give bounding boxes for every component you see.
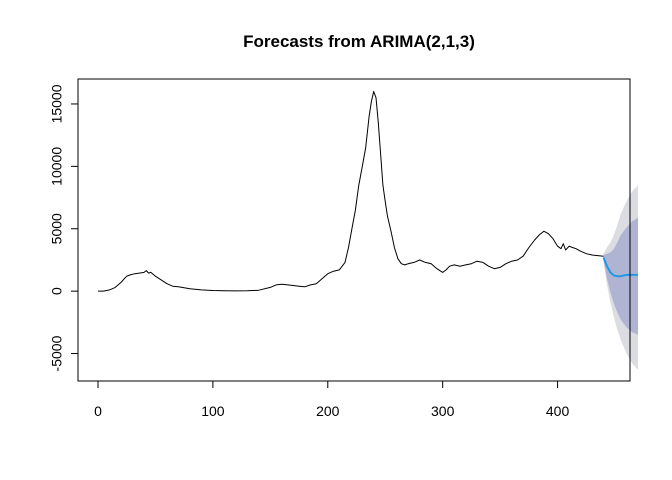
- x-tick-label: 100: [201, 403, 225, 419]
- observed-series-line: [98, 91, 604, 292]
- plot-frame: [77, 78, 631, 382]
- y-tick-label: 15000: [49, 84, 65, 123]
- x-tick-label: 300: [431, 403, 455, 419]
- x-tick-label: 200: [316, 403, 340, 419]
- y-tick-label: 5000: [49, 213, 65, 244]
- plot-layer: [98, 91, 638, 370]
- x-tick-label: 0: [94, 403, 102, 419]
- chart-title: Forecasts from ARIMA(2,1,3): [243, 32, 475, 51]
- axes-layer: 0 100 200 300 400 -5000 0 5000 10000 15000: [49, 84, 570, 419]
- x-tick-label: 400: [546, 403, 570, 419]
- y-tick-label: 0: [49, 287, 65, 295]
- y-tick-label: -5000: [49, 335, 65, 371]
- y-tick-label: 10000: [49, 147, 65, 186]
